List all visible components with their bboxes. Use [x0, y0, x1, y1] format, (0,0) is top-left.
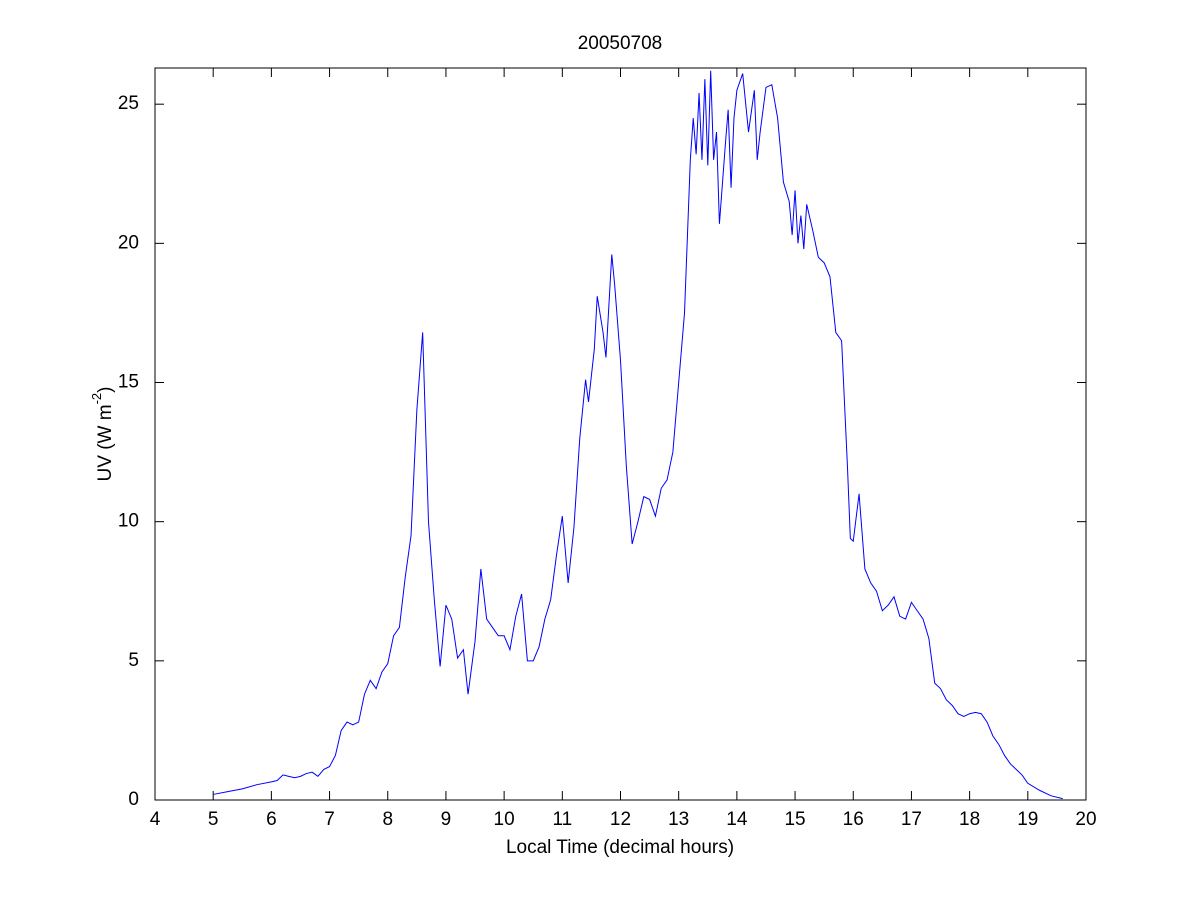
- x-tick-label: 18: [959, 809, 980, 830]
- x-axis-label: Local Time (decimal hours): [506, 837, 734, 858]
- chart-title: 20050708: [578, 33, 663, 54]
- x-tick-label: 5: [208, 809, 219, 830]
- y-tick-label: 20: [118, 232, 139, 253]
- y-tick-label: 5: [128, 650, 139, 671]
- x-tick-label: 16: [843, 809, 864, 830]
- x-tick-label: 20: [1075, 809, 1096, 830]
- x-tick-label: 7: [324, 809, 335, 830]
- y-tick-label: 0: [128, 789, 139, 810]
- x-tick-label: 4: [150, 809, 161, 830]
- x-tick-label: 13: [668, 809, 689, 830]
- y-tick-label: 15: [118, 372, 139, 393]
- x-tick-label: 14: [726, 809, 748, 830]
- y-axis-label: UV (W m-2): [89, 387, 116, 482]
- data-line: [213, 70, 1063, 800]
- x-tick-label: 8: [382, 809, 393, 830]
- x-tick-label: 11: [552, 809, 572, 830]
- plot-area: [154, 67, 1087, 801]
- x-tick-label: 19: [1017, 809, 1038, 830]
- x-tick-label: 17: [901, 809, 922, 830]
- y-tick-label: 25: [118, 93, 139, 114]
- y-label-close: ): [95, 387, 116, 393]
- x-tick-label: 9: [441, 809, 452, 830]
- x-tick-label: 15: [784, 809, 805, 830]
- y-tick-label: 10: [118, 511, 139, 532]
- y-label-text: UV (W m: [95, 404, 116, 481]
- x-tick-label: 6: [266, 809, 277, 830]
- x-tick-label: 12: [610, 809, 631, 830]
- x-tick-label: 10: [494, 809, 515, 830]
- y-label-exponent: -2: [89, 393, 104, 405]
